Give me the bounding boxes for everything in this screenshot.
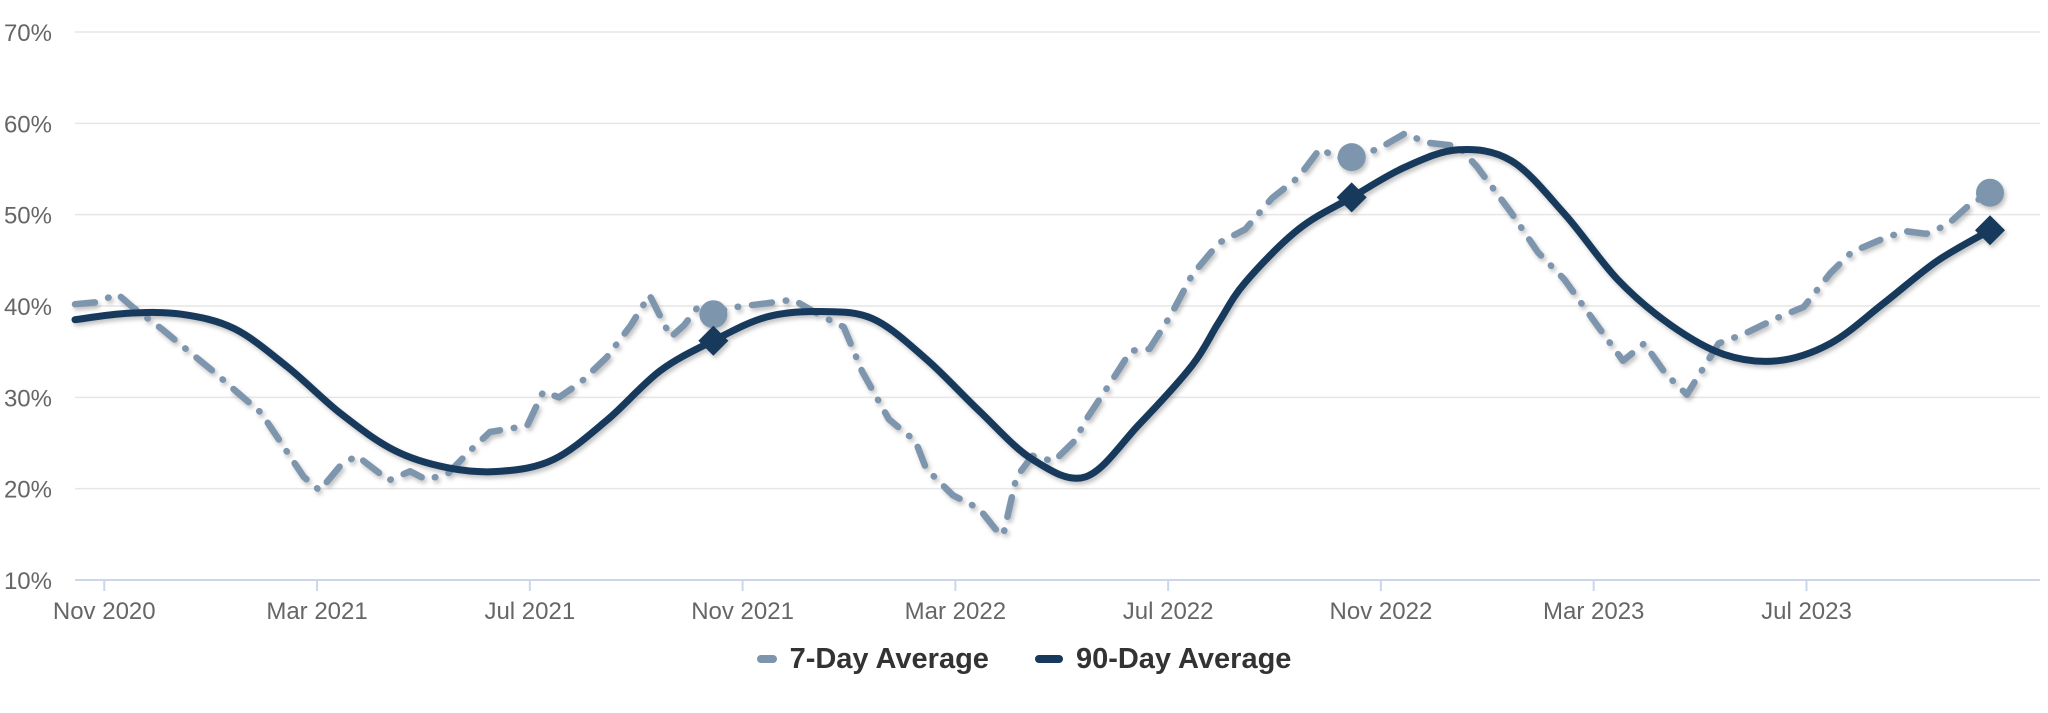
- marker-diamond-90-day-x24[interactable]: [1336, 182, 1367, 213]
- marker-circle-7-day-x36[interactable]: [1976, 178, 2004, 207]
- y-axis-label-10: 10%: [4, 568, 52, 595]
- legend-label-90-day-average: 90-Day Average: [1075, 642, 1292, 675]
- x-axis-label-Nov-2022: Nov 2022: [1330, 598, 1433, 625]
- series-group: [71, 130, 2005, 539]
- marker-diamond-90-day-x12[interactable]: [698, 325, 729, 356]
- y-axis-label-30: 30%: [4, 385, 52, 412]
- x-axis-label-Mar-2022: Mar 2022: [905, 598, 1006, 625]
- x-axis-label-Mar-2021: Mar 2021: [266, 598, 367, 625]
- y-axis-label-60: 60%: [4, 111, 52, 138]
- series-line-7-day-average[interactable]: [71, 130, 1994, 539]
- legend-swatch-90-day-line-icon: [1034, 655, 1063, 663]
- x-axis-label-Nov-2020: Nov 2020: [53, 598, 156, 625]
- y-axis-label-50: 50%: [4, 203, 52, 230]
- legend-item-7-day-average[interactable]: 7-Day Average: [756, 642, 989, 676]
- y-axis-label-20: 20%: [4, 477, 52, 504]
- legend-swatch-7-day-dash-icon: [756, 655, 777, 663]
- legend: 7-Day Average 90-Day Average: [0, 636, 2048, 682]
- x-axis-label-Jul-2023: Jul 2023: [1761, 598, 1852, 625]
- x-axis-label-Mar-2023: Mar 2023: [1543, 598, 1644, 625]
- x-axis-label-Jul-2022: Jul 2022: [1123, 598, 1214, 625]
- legend-label-7-day-average: 7-Day Average: [789, 642, 989, 675]
- marker-circle-7-day-x24[interactable]: [1337, 143, 1366, 172]
- x-axis-label-Jul-2021: Jul 2021: [484, 598, 575, 625]
- series-line-90-day-average[interactable]: [71, 146, 1994, 482]
- y-axis-label-70: 70%: [4, 20, 52, 47]
- x-axis-label-Nov-2021: Nov 2021: [691, 598, 794, 625]
- legend-item-90-day-average[interactable]: 90-Day Average: [1034, 642, 1292, 676]
- y-axis-label-40: 40%: [4, 294, 52, 321]
- marker-circle-7-day-x12[interactable]: [699, 300, 728, 329]
- marker-diamond-90-day-x36[interactable]: [1975, 215, 2005, 246]
